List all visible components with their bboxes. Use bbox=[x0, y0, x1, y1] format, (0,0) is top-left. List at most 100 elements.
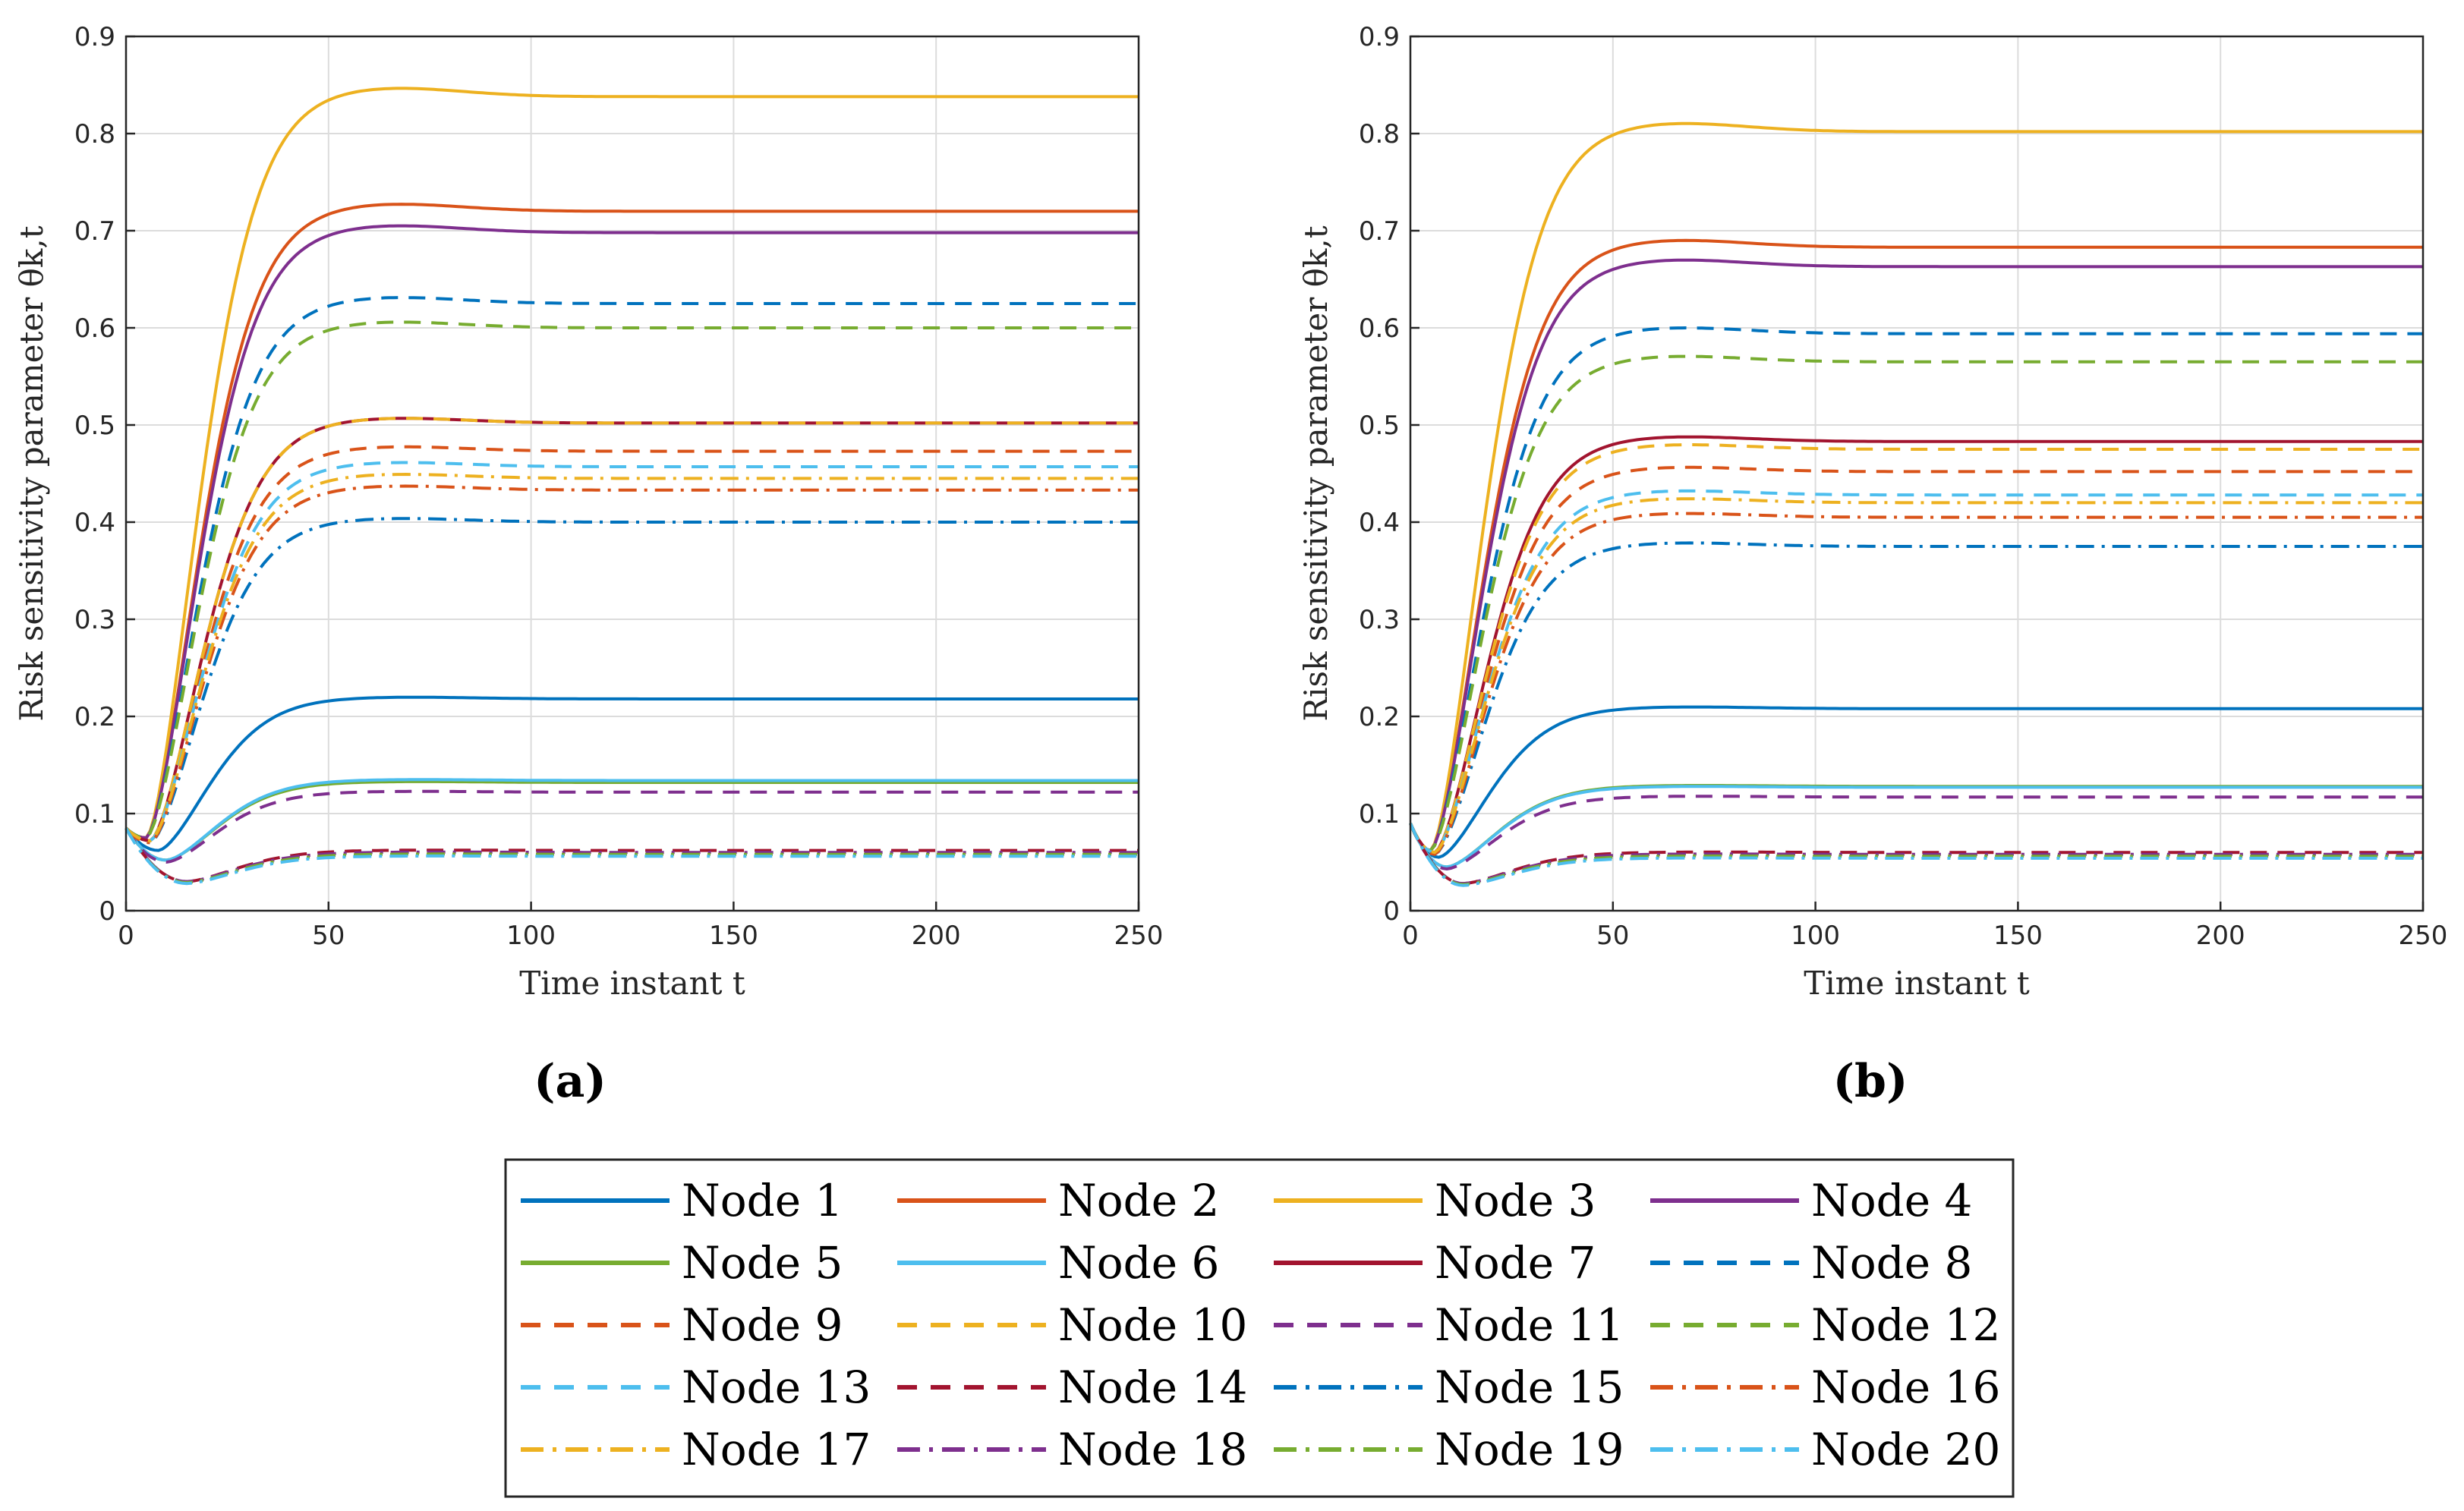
series-line-node-20 bbox=[124, 827, 1139, 886]
legend-label: Node 18 bbox=[1058, 1424, 1247, 1475]
y-tick-label: 0.2 bbox=[74, 702, 115, 732]
series-line-node-4 bbox=[1409, 258, 2423, 852]
x-axis-label: Time instant t bbox=[519, 965, 745, 1002]
legend-label: Node 16 bbox=[1811, 1361, 2000, 1413]
legend-label: Node 3 bbox=[1435, 1175, 1596, 1226]
series-line-node-15 bbox=[124, 517, 1139, 845]
series-line-node-7 bbox=[1409, 435, 2423, 855]
plot-area bbox=[1410, 36, 2423, 911]
series-line-node-15 bbox=[1409, 541, 2423, 856]
y-axis-label: Risk sensitivity parameter θk,t bbox=[1297, 225, 1334, 721]
legend-label: Node 4 bbox=[1811, 1175, 1972, 1226]
legend-label: Node 2 bbox=[1058, 1175, 1219, 1226]
series-line-node-12 bbox=[1409, 354, 2423, 852]
panel-label: (a) bbox=[534, 1055, 607, 1108]
series-line-node-16 bbox=[124, 484, 1139, 845]
series-line-node-13 bbox=[124, 461, 1139, 842]
series-line-node-3 bbox=[1409, 121, 2423, 852]
legend-label: Node 13 bbox=[682, 1361, 871, 1413]
x-tick-label: 150 bbox=[709, 921, 758, 951]
legend-label: Node 1 bbox=[682, 1175, 843, 1226]
panel-b: 0 50 100 150 200 250 0 0.1 0.2 0.3 0.4 0.5 0.6 0.7 0.8… bbox=[1297, 22, 2447, 1108]
legend-label: Node 8 bbox=[1811, 1237, 1972, 1289]
series-line-node-9 bbox=[124, 445, 1139, 842]
y-tick-label: 0.3 bbox=[1359, 605, 1400, 635]
y-tick-label: 0.9 bbox=[1359, 22, 1400, 52]
series-line-node-11 bbox=[1409, 795, 2423, 871]
x-tick-label: 200 bbox=[912, 921, 961, 951]
y-tick-label: 0.2 bbox=[1359, 702, 1400, 732]
series-line-node-10 bbox=[124, 417, 1139, 842]
y-tick-label: 0.8 bbox=[1359, 119, 1400, 150]
series-line-node-1 bbox=[1409, 705, 2423, 859]
x-tick-label: 200 bbox=[2196, 921, 2245, 951]
series-line-node-18 bbox=[124, 827, 1139, 883]
legend-label: Node 9 bbox=[682, 1299, 843, 1351]
series-line-node-13 bbox=[1409, 489, 2423, 855]
x-tick-label: 100 bbox=[1791, 921, 1840, 951]
y-tick-label: 0.1 bbox=[74, 799, 115, 829]
panel-label: (b) bbox=[1833, 1055, 1908, 1108]
legend: Node 1 Node 2 Node 3 Node 4 Node 5 Node 6 Node… bbox=[504, 1158, 2015, 1498]
series-line-node-10 bbox=[1409, 443, 2423, 855]
x-tick-label: 250 bbox=[1114, 921, 1164, 951]
series-line-node-3 bbox=[124, 87, 1139, 840]
legend-label: Node 15 bbox=[1435, 1361, 1624, 1413]
x-tick-label: 100 bbox=[506, 921, 556, 951]
series-line-node-8 bbox=[1409, 326, 2423, 852]
legend-label: Node 11 bbox=[1435, 1299, 1624, 1351]
series-line-node-19 bbox=[124, 827, 1139, 884]
panel-a: 0 50 100 150 200 250 0 0.1 0.2 0.3 0.4 0.5 0.6 0.7 0.8… bbox=[13, 22, 1163, 1108]
series-line-node-9 bbox=[1409, 465, 2423, 855]
series-line-node-5 bbox=[124, 779, 1139, 862]
y-tick-label: 0.4 bbox=[1359, 508, 1400, 538]
axes-box bbox=[124, 35, 1140, 912]
y-tick-label: 0.6 bbox=[1359, 313, 1400, 344]
legend-label: Node 12 bbox=[1811, 1299, 2000, 1351]
x-tick-label: 250 bbox=[2399, 921, 2448, 951]
y-axis-label: Risk sensitivity parameter θk,t bbox=[13, 225, 50, 721]
series-line-node-6 bbox=[1409, 785, 2423, 869]
series-line-node-8 bbox=[124, 296, 1139, 840]
series-line-node-20 bbox=[1409, 822, 2423, 887]
series-line-node-17 bbox=[124, 472, 1139, 842]
series-line-node-12 bbox=[124, 320, 1139, 840]
x-tick-label: 50 bbox=[312, 921, 345, 951]
legend-label: Node 6 bbox=[1058, 1237, 1219, 1289]
y-tick-label: 0.7 bbox=[1359, 216, 1400, 247]
y-tick-label: 0.5 bbox=[74, 411, 115, 441]
y-tick-label: 0.6 bbox=[74, 313, 115, 344]
series-line-node-6 bbox=[124, 778, 1139, 862]
legend-label: Node 19 bbox=[1435, 1424, 1624, 1475]
y-tick-label: 0.1 bbox=[1359, 799, 1400, 829]
x-tick-label: 0 bbox=[118, 921, 134, 951]
legend-label: Node 7 bbox=[1435, 1237, 1596, 1289]
y-tick-label: 0.4 bbox=[74, 508, 115, 538]
series-line-node-11 bbox=[124, 789, 1139, 864]
x-tick-label: 150 bbox=[1993, 921, 2043, 951]
y-tick-label: 0.7 bbox=[74, 216, 115, 247]
y-tick-label: 0.3 bbox=[74, 605, 115, 635]
series-line-node-19 bbox=[1409, 822, 2423, 886]
y-tick-label: 0 bbox=[1383, 896, 1400, 927]
series-line-node-2 bbox=[1409, 238, 2423, 852]
y-tick-label: 0.9 bbox=[74, 22, 115, 52]
plot-area bbox=[126, 36, 1139, 911]
y-tick-label: 0 bbox=[99, 896, 115, 927]
y-tick-label: 0.8 bbox=[74, 119, 115, 150]
series-line-node-14 bbox=[124, 827, 1139, 883]
series-line-node-1 bbox=[124, 695, 1139, 852]
legend-label: Node 20 bbox=[1811, 1424, 2000, 1475]
legend-label: Node 14 bbox=[1058, 1361, 1247, 1413]
axes-box bbox=[1409, 35, 2425, 912]
series-line-node-2 bbox=[124, 203, 1139, 840]
x-tick-label: 0 bbox=[1402, 921, 1419, 951]
x-axis-label: Time instant t bbox=[1804, 965, 2030, 1002]
legend-label: Node 5 bbox=[682, 1237, 843, 1289]
series-line-node-14 bbox=[1409, 822, 2423, 886]
y-tick-label: 0.5 bbox=[1359, 411, 1400, 441]
legend-box bbox=[504, 1158, 2015, 1498]
series-line-node-4 bbox=[124, 224, 1139, 840]
x-tick-label: 50 bbox=[1596, 921, 1629, 951]
